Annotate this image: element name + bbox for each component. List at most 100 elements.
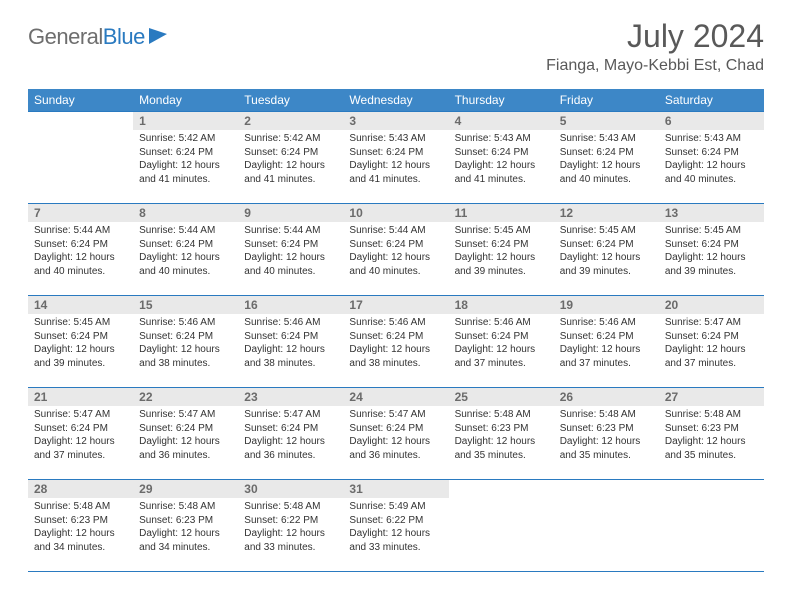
day-info: Sunrise: 5:42 AMSunset: 6:24 PMDaylight:… — [238, 130, 343, 190]
daylight-line: Daylight: 12 hours and 40 minutes. — [560, 159, 653, 186]
day-cell: 30Sunrise: 5:48 AMSunset: 6:22 PMDayligh… — [238, 480, 343, 572]
daylight-line: Daylight: 12 hours and 41 minutes. — [349, 159, 442, 186]
logo-word2: Blue — [103, 24, 145, 49]
sunrise-line: Sunrise: 5:44 AM — [139, 224, 232, 238]
daylight-line: Daylight: 12 hours and 35 minutes. — [560, 435, 653, 462]
day-number: 15 — [133, 296, 238, 314]
weekday-header: Sunday — [28, 89, 133, 112]
day-info: Sunrise: 5:46 AMSunset: 6:24 PMDaylight:… — [554, 314, 659, 374]
sunset-line: Sunset: 6:24 PM — [455, 146, 548, 160]
sunrise-line: Sunrise: 5:43 AM — [349, 132, 442, 146]
sunset-line: Sunset: 6:24 PM — [34, 330, 127, 344]
day-cell: 6Sunrise: 5:43 AMSunset: 6:24 PMDaylight… — [659, 112, 764, 204]
sunrise-line: Sunrise: 5:48 AM — [139, 500, 232, 514]
calendar-row: 28Sunrise: 5:48 AMSunset: 6:23 PMDayligh… — [28, 480, 764, 572]
day-info: Sunrise: 5:44 AMSunset: 6:24 PMDaylight:… — [238, 222, 343, 282]
sunrise-line: Sunrise: 5:45 AM — [34, 316, 127, 330]
day-cell: 11Sunrise: 5:45 AMSunset: 6:24 PMDayligh… — [449, 204, 554, 296]
daylight-line: Daylight: 12 hours and 38 minutes. — [139, 343, 232, 370]
sunset-line: Sunset: 6:24 PM — [349, 238, 442, 252]
daylight-line: Daylight: 12 hours and 40 minutes. — [139, 251, 232, 278]
day-number: 30 — [238, 480, 343, 498]
sunset-line: Sunset: 6:24 PM — [34, 238, 127, 252]
day-info: Sunrise: 5:45 AMSunset: 6:24 PMDaylight:… — [449, 222, 554, 282]
sunrise-line: Sunrise: 5:44 AM — [349, 224, 442, 238]
day-info: Sunrise: 5:47 AMSunset: 6:24 PMDaylight:… — [133, 406, 238, 466]
sunset-line: Sunset: 6:22 PM — [349, 514, 442, 528]
daylight-line: Daylight: 12 hours and 38 minutes. — [244, 343, 337, 370]
day-info: Sunrise: 5:48 AMSunset: 6:22 PMDaylight:… — [238, 498, 343, 558]
sunrise-line: Sunrise: 5:46 AM — [244, 316, 337, 330]
sunset-line: Sunset: 6:23 PM — [560, 422, 653, 436]
sunset-line: Sunset: 6:23 PM — [665, 422, 758, 436]
title-block: July 2024 Fianga, Mayo-Kebbi Est, Chad — [546, 18, 764, 75]
sunrise-line: Sunrise: 5:46 AM — [349, 316, 442, 330]
day-cell: 3Sunrise: 5:43 AMSunset: 6:24 PMDaylight… — [343, 112, 448, 204]
sunset-line: Sunset: 6:24 PM — [560, 330, 653, 344]
day-info: Sunrise: 5:47 AMSunset: 6:24 PMDaylight:… — [659, 314, 764, 374]
day-number: 29 — [133, 480, 238, 498]
sunrise-line: Sunrise: 5:46 AM — [139, 316, 232, 330]
daylight-line: Daylight: 12 hours and 40 minutes. — [34, 251, 127, 278]
day-cell: 1Sunrise: 5:42 AMSunset: 6:24 PMDaylight… — [133, 112, 238, 204]
sunset-line: Sunset: 6:24 PM — [244, 146, 337, 160]
sunrise-line: Sunrise: 5:43 AM — [560, 132, 653, 146]
sunrise-line: Sunrise: 5:45 AM — [665, 224, 758, 238]
sunset-line: Sunset: 6:24 PM — [244, 330, 337, 344]
day-info: Sunrise: 5:46 AMSunset: 6:24 PMDaylight:… — [238, 314, 343, 374]
day-cell: 18Sunrise: 5:46 AMSunset: 6:24 PMDayligh… — [449, 296, 554, 388]
day-cell: 25Sunrise: 5:48 AMSunset: 6:23 PMDayligh… — [449, 388, 554, 480]
day-cell: 13Sunrise: 5:45 AMSunset: 6:24 PMDayligh… — [659, 204, 764, 296]
day-number: 5 — [554, 112, 659, 130]
day-number: 12 — [554, 204, 659, 222]
day-cell: 4Sunrise: 5:43 AMSunset: 6:24 PMDaylight… — [449, 112, 554, 204]
day-info: Sunrise: 5:44 AMSunset: 6:24 PMDaylight:… — [343, 222, 448, 282]
day-info: Sunrise: 5:46 AMSunset: 6:24 PMDaylight:… — [449, 314, 554, 374]
day-info: Sunrise: 5:49 AMSunset: 6:22 PMDaylight:… — [343, 498, 448, 558]
day-number: 10 — [343, 204, 448, 222]
sunset-line: Sunset: 6:24 PM — [665, 146, 758, 160]
day-cell: 2Sunrise: 5:42 AMSunset: 6:24 PMDaylight… — [238, 112, 343, 204]
day-info: Sunrise: 5:48 AMSunset: 6:23 PMDaylight:… — [133, 498, 238, 558]
day-info: Sunrise: 5:45 AMSunset: 6:24 PMDaylight:… — [28, 314, 133, 374]
weekday-header: Tuesday — [238, 89, 343, 112]
sunset-line: Sunset: 6:23 PM — [139, 514, 232, 528]
day-number: 14 — [28, 296, 133, 314]
day-cell: 23Sunrise: 5:47 AMSunset: 6:24 PMDayligh… — [238, 388, 343, 480]
daylight-line: Daylight: 12 hours and 37 minutes. — [455, 343, 548, 370]
sunrise-line: Sunrise: 5:44 AM — [34, 224, 127, 238]
day-info: Sunrise: 5:47 AMSunset: 6:24 PMDaylight:… — [343, 406, 448, 466]
sunset-line: Sunset: 6:24 PM — [665, 330, 758, 344]
calendar-row: 1Sunrise: 5:42 AMSunset: 6:24 PMDaylight… — [28, 112, 764, 204]
sunset-line: Sunset: 6:24 PM — [139, 422, 232, 436]
day-info: Sunrise: 5:48 AMSunset: 6:23 PMDaylight:… — [554, 406, 659, 466]
daylight-line: Daylight: 12 hours and 39 minutes. — [34, 343, 127, 370]
daylight-line: Daylight: 12 hours and 38 minutes. — [349, 343, 442, 370]
day-number: 31 — [343, 480, 448, 498]
sunrise-line: Sunrise: 5:47 AM — [139, 408, 232, 422]
logo-triangle-icon — [149, 28, 167, 44]
day-cell: 8Sunrise: 5:44 AMSunset: 6:24 PMDaylight… — [133, 204, 238, 296]
sunrise-line: Sunrise: 5:42 AM — [139, 132, 232, 146]
sunrise-line: Sunrise: 5:46 AM — [560, 316, 653, 330]
logo-word1: General — [28, 24, 103, 49]
sunset-line: Sunset: 6:24 PM — [349, 146, 442, 160]
daylight-line: Daylight: 12 hours and 41 minutes. — [455, 159, 548, 186]
sunrise-line: Sunrise: 5:45 AM — [560, 224, 653, 238]
day-number: 27 — [659, 388, 764, 406]
empty-cell — [28, 112, 133, 204]
empty-cell — [659, 480, 764, 572]
sunrise-line: Sunrise: 5:43 AM — [455, 132, 548, 146]
calendar-row: 7Sunrise: 5:44 AMSunset: 6:24 PMDaylight… — [28, 204, 764, 296]
day-number: 24 — [343, 388, 448, 406]
day-number: 11 — [449, 204, 554, 222]
sunset-line: Sunset: 6:24 PM — [560, 238, 653, 252]
day-number: 25 — [449, 388, 554, 406]
daylight-line: Daylight: 12 hours and 39 minutes. — [455, 251, 548, 278]
day-number: 17 — [343, 296, 448, 314]
daylight-line: Daylight: 12 hours and 36 minutes. — [139, 435, 232, 462]
day-cell: 14Sunrise: 5:45 AMSunset: 6:24 PMDayligh… — [28, 296, 133, 388]
daylight-line: Daylight: 12 hours and 33 minutes. — [349, 527, 442, 554]
sunrise-line: Sunrise: 5:49 AM — [349, 500, 442, 514]
day-info: Sunrise: 5:46 AMSunset: 6:24 PMDaylight:… — [343, 314, 448, 374]
